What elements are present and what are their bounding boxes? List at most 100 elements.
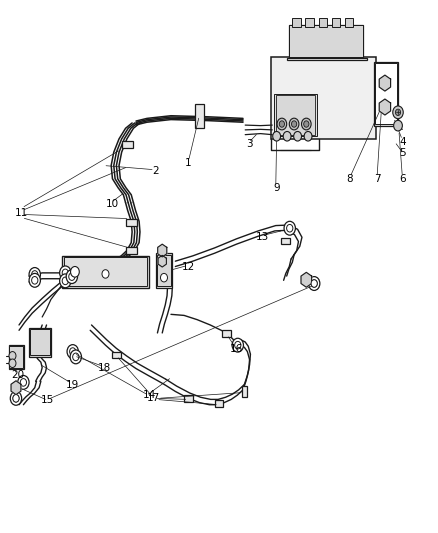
Bar: [112, 352, 121, 358]
Circle shape: [277, 118, 287, 130]
Text: 20: 20: [11, 370, 25, 381]
Circle shape: [293, 132, 301, 141]
Bar: [215, 400, 223, 407]
Bar: [281, 238, 290, 245]
Bar: [374, 62, 398, 126]
Circle shape: [32, 271, 38, 278]
Circle shape: [71, 266, 79, 277]
Circle shape: [394, 120, 403, 131]
Text: 4: 4: [399, 136, 406, 147]
Bar: [289, 25, 363, 56]
Circle shape: [286, 224, 293, 232]
Circle shape: [311, 280, 317, 287]
Text: 13: 13: [256, 232, 269, 243]
Circle shape: [232, 338, 244, 352]
Circle shape: [396, 109, 401, 116]
Bar: [157, 255, 171, 286]
Circle shape: [69, 273, 75, 280]
Bar: [272, 56, 376, 139]
Bar: [62, 256, 149, 288]
Polygon shape: [158, 255, 166, 267]
Circle shape: [32, 277, 38, 284]
Text: 16: 16: [230, 344, 243, 354]
Text: 12: 12: [182, 262, 195, 271]
Circle shape: [289, 118, 299, 130]
Bar: [184, 395, 193, 401]
Bar: [10, 346, 23, 368]
Bar: [30, 329, 49, 356]
Circle shape: [283, 132, 291, 141]
Text: 2: 2: [152, 166, 159, 176]
Circle shape: [70, 350, 81, 364]
Text: 7: 7: [374, 174, 380, 184]
Circle shape: [11, 391, 21, 405]
Circle shape: [66, 270, 78, 284]
Text: 18: 18: [98, 362, 111, 373]
Text: 5: 5: [399, 148, 406, 158]
Polygon shape: [301, 272, 311, 287]
Circle shape: [291, 121, 297, 127]
Circle shape: [70, 348, 76, 356]
Bar: [9, 345, 24, 368]
Polygon shape: [11, 381, 21, 394]
Bar: [289, 25, 363, 59]
Text: 3: 3: [246, 139, 253, 149]
Text: 10: 10: [106, 199, 119, 209]
Bar: [332, 18, 340, 27]
Circle shape: [67, 345, 78, 359]
Text: 15: 15: [41, 395, 54, 406]
Circle shape: [60, 266, 71, 280]
Bar: [318, 18, 327, 27]
Circle shape: [29, 268, 40, 281]
Bar: [375, 63, 397, 124]
Circle shape: [62, 269, 68, 277]
Bar: [194, 104, 204, 128]
Bar: [242, 386, 247, 397]
Bar: [292, 18, 301, 27]
Circle shape: [304, 121, 309, 127]
Circle shape: [62, 277, 68, 285]
Bar: [64, 257, 148, 286]
Polygon shape: [379, 75, 391, 91]
Bar: [305, 18, 314, 27]
Circle shape: [60, 274, 71, 288]
Circle shape: [160, 273, 167, 282]
Circle shape: [9, 359, 16, 368]
Polygon shape: [379, 99, 391, 115]
Text: 17: 17: [147, 393, 160, 403]
Polygon shape: [158, 244, 167, 257]
Text: 1: 1: [185, 158, 192, 168]
Text: 19: 19: [66, 379, 79, 390]
Bar: [127, 219, 137, 226]
Bar: [276, 95, 315, 135]
Text: 9: 9: [273, 183, 280, 193]
Circle shape: [301, 118, 311, 130]
Text: 8: 8: [346, 174, 353, 184]
Circle shape: [393, 106, 403, 119]
Bar: [127, 247, 137, 254]
Circle shape: [284, 221, 295, 235]
Bar: [29, 328, 51, 357]
Circle shape: [29, 273, 40, 287]
Bar: [122, 141, 133, 148]
Text: 14: 14: [142, 390, 156, 400]
Circle shape: [73, 353, 79, 361]
Bar: [223, 330, 231, 337]
Circle shape: [308, 277, 320, 290]
Bar: [287, 58, 367, 60]
Circle shape: [279, 121, 285, 127]
Circle shape: [20, 378, 27, 386]
Circle shape: [304, 132, 312, 141]
Circle shape: [273, 132, 281, 141]
Circle shape: [311, 280, 317, 287]
Text: 6: 6: [399, 174, 406, 184]
Text: 11: 11: [15, 208, 28, 219]
Circle shape: [102, 270, 109, 278]
Circle shape: [235, 341, 241, 349]
Circle shape: [18, 375, 29, 389]
Circle shape: [9, 352, 16, 360]
Bar: [274, 94, 317, 136]
Bar: [345, 18, 353, 27]
Circle shape: [13, 394, 19, 402]
Bar: [155, 253, 172, 288]
